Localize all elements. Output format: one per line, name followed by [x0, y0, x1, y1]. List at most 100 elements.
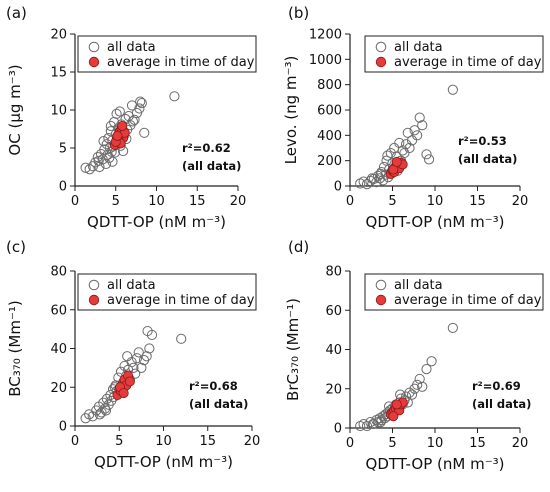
y-tick-label: 20 [50, 381, 67, 396]
all-data-point [96, 407, 107, 418]
all-data-point [107, 156, 118, 167]
y-tick-label: 400 [317, 129, 342, 144]
all-data-point [169, 91, 180, 102]
x-tick-label: 15 [189, 194, 206, 209]
legend-average-label: average in time of day [394, 55, 542, 70]
y-tick-label: 800 [317, 78, 342, 93]
r-squared-value: r²=0.69 [472, 379, 521, 393]
x-tick-label: 0 [71, 434, 79, 449]
legend-average-label: average in time of day [107, 55, 255, 70]
all-data-point [99, 144, 110, 155]
legend-box [364, 273, 544, 311]
y-tick-label: 600 [317, 104, 342, 119]
all-data-point [365, 417, 376, 428]
legend-all-data-label: all data [394, 278, 443, 293]
all-data-point [402, 127, 413, 138]
all-data-point [447, 322, 458, 334]
all-data-point [104, 152, 115, 163]
all-data-point [404, 387, 415, 398]
legend-all-data-marker [88, 41, 100, 53]
all-data-point [136, 98, 147, 109]
r-squared-note: (all data) [189, 397, 248, 411]
all-data-point [139, 127, 150, 138]
x-tick-label: 20 [230, 194, 247, 209]
x-tick-label: 10 [148, 194, 165, 209]
x-tick-label: 20 [244, 434, 261, 449]
all-data-point [358, 418, 369, 430]
all-data-point [378, 161, 390, 173]
scatter-panel-c: (c) 0 5 10 15 20 0 20 40 60 80 QDTT-OP (nM m⁻³) BC₃₇… [6, 238, 260, 471]
y-tick-label: 200 [317, 154, 342, 169]
x-tick-label: 10 [427, 436, 444, 451]
legend-all-data-label: all data [394, 40, 443, 55]
x-axis-label: QDTT-OP (nM m⁻³) [366, 455, 505, 473]
legend-average-label: average in time of day [394, 293, 542, 308]
r-squared-note: (all data) [472, 397, 531, 411]
x-tick-label: 5 [388, 436, 396, 451]
all-data-point [397, 145, 408, 156]
average-point [118, 388, 129, 399]
y-tick-label: 5 [59, 142, 67, 157]
legend-all-data-label: all data [107, 40, 156, 55]
x-tick-label: 15 [199, 434, 216, 449]
panel-letter: (d) [288, 238, 309, 256]
all-data-point [80, 413, 91, 424]
x-tick-label: 15 [469, 194, 486, 209]
scatter-panel-a: (a) 0 5 10 15 20 0 5 10 15 20 QDTT-OP (nM m⁻³) OC (µ… [6, 4, 257, 231]
y-tick-label: 20 [325, 382, 342, 397]
average-point [124, 376, 135, 387]
all-data-point [423, 154, 435, 165]
y-axis-label: OC (µg m⁻³) [6, 64, 24, 155]
y-tick-label: 10 [50, 104, 67, 119]
legend-average-marker [88, 56, 100, 68]
all-data-point [129, 114, 140, 125]
all-data-point [404, 142, 415, 154]
all-data-point [128, 362, 139, 373]
all-data-point [135, 96, 146, 107]
panel-letter: (a) [6, 4, 27, 22]
x-tick-label: 5 [112, 194, 120, 209]
all-data-point [176, 333, 187, 344]
legend-average-marker [88, 294, 100, 306]
all-data-point [98, 136, 109, 147]
x-tick-label: 0 [346, 194, 354, 209]
legend-average-label: average in time of day [107, 293, 255, 308]
all-data-point [374, 413, 385, 424]
all-data-point [367, 418, 379, 430]
all-data-point [127, 116, 138, 127]
average-point [388, 411, 399, 422]
panel-letter: (c) [6, 238, 26, 256]
all-data-point [111, 108, 122, 119]
x-tick-label: 5 [115, 434, 123, 449]
legend-box [364, 35, 544, 73]
all-data-point [417, 120, 428, 131]
all-data-point [100, 405, 112, 416]
average-point [112, 130, 123, 141]
x-tick-label: 0 [71, 194, 79, 209]
r-squared-value: r²=0.62 [182, 141, 231, 155]
all-data-point [375, 417, 386, 428]
all-data-point [412, 379, 423, 390]
all-data-point [136, 362, 147, 373]
scatter-panel-b: (b)0 5 10 15 20020040060080010001200QDTT-OP … [282, 4, 544, 231]
x-axis-label: QDTT-OP (nM m⁻³) [87, 213, 226, 231]
legend-average-marker [375, 294, 387, 306]
all-data-point [412, 130, 423, 141]
all-data-point [426, 356, 437, 367]
scatter-panel-d: (d) 0 5 10 15 20 0 20 40 60 80 QDTT-OP (nM m⁻³) BrC₃… [284, 238, 544, 473]
all-data-point [99, 403, 111, 414]
r-squared-note: (all data) [182, 159, 241, 173]
y-tick-label: 0 [334, 422, 342, 437]
all-data-point [144, 343, 155, 354]
all-data-point [375, 168, 386, 180]
x-tick-label: 10 [155, 434, 172, 449]
all-data-point [98, 397, 109, 408]
y-axis-label: Levo. (ng m⁻³) [282, 56, 300, 165]
all-data-point [101, 393, 112, 404]
y-tick-label: 80 [50, 265, 67, 280]
all-data-point [361, 179, 373, 190]
